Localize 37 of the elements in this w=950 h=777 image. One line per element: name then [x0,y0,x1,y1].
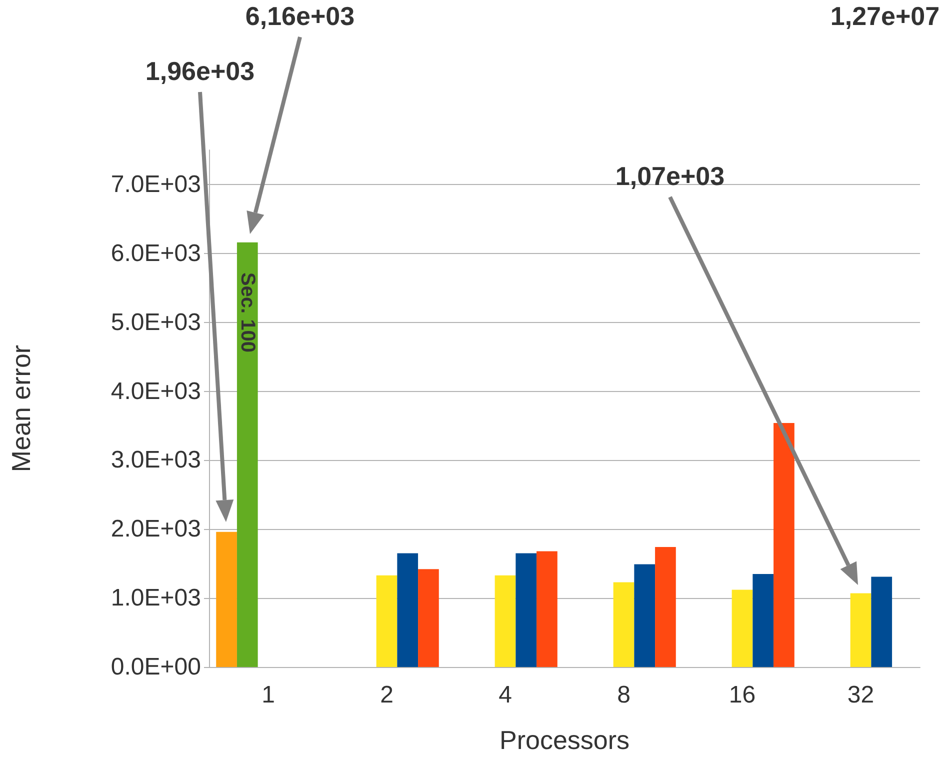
bar [397,553,418,667]
bar [752,574,774,667]
y-tick-label: 5.0E+03 [110,308,201,336]
bar [871,576,892,667]
bar [655,547,676,667]
bar [536,551,558,667]
bar [418,569,439,667]
x-axis-title: Processors [499,725,630,755]
x-tick-label: 1 [262,682,275,708]
text: 6,16e+03 [245,1,355,31]
x-tick-label: 16 [728,682,756,708]
y-tick-label: 7.0E+03 [110,170,201,198]
text: 1,27e+07 [830,1,940,31]
bar [732,590,753,667]
bar [376,575,398,667]
y-tick-label: 6.0E+03 [110,240,201,267]
x-tick-label: 2 [380,682,394,708]
bar [216,532,237,667]
text: 1,96e+03 [145,56,255,86]
bar [613,582,634,667]
y-tick-label: 4.0E+03 [110,378,201,405]
x-tick-label: 4 [498,682,512,708]
bar [236,242,258,667]
y-tick-label: 1.0E+03 [110,584,201,612]
x-tick-label: 8 [617,682,630,708]
bar [634,564,656,667]
y-tick-label: 0.0E+00 [110,654,201,680]
bar [494,575,516,667]
bar [774,422,794,667]
y-axis-title: Mean error [6,344,36,472]
y-tick-label: 3.0E+03 [110,446,201,474]
bar [850,593,872,667]
x-tick-label: 32 [847,682,874,708]
series-label: Sec. 100 [236,272,258,352]
y-tick-label: 2.0E+03 [110,516,201,543]
bar [516,553,537,667]
annotation: 1,07e+03 [615,161,725,191]
